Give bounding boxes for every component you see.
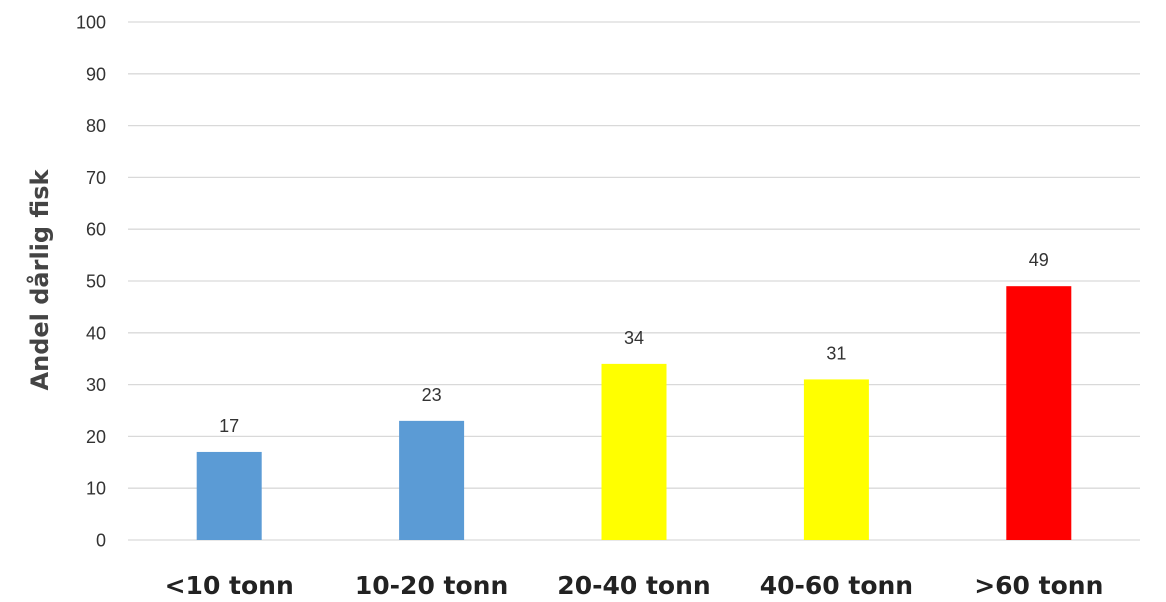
data-label: 17 <box>219 416 239 436</box>
y-tick-label: 40 <box>86 323 106 343</box>
x-category-label: 10-20 tonn <box>355 571 508 600</box>
x-category-label: 20-40 tonn <box>557 571 710 600</box>
data-labels: 17 23 34 31 49 <box>219 250 1049 436</box>
data-label: 23 <box>422 385 442 405</box>
y-tick-label: 20 <box>86 427 106 447</box>
y-axis-ticks: 0 10 20 30 40 50 60 70 80 90 100 <box>76 13 106 551</box>
y-tick-label: 80 <box>86 116 106 136</box>
y-axis-title: Andel dårlig fisk <box>25 168 54 390</box>
bar <box>399 420 465 540</box>
bars <box>196 286 1072 540</box>
y-tick-label: 30 <box>86 375 106 395</box>
data-label: 34 <box>624 328 644 348</box>
y-tick-label: 100 <box>76 13 106 33</box>
x-category-label: 40-60 tonn <box>760 571 913 600</box>
y-tick-label: 70 <box>86 168 106 188</box>
bar <box>803 379 869 540</box>
y-tick-label: 50 <box>86 272 106 292</box>
bar <box>601 363 667 540</box>
data-label: 49 <box>1029 250 1049 270</box>
x-category-label: >60 tonn <box>974 571 1103 600</box>
x-axis-categories: <10 tonn 10-20 tonn 20-40 tonn 40-60 tonn >6… <box>165 571 1104 600</box>
grid-lines <box>128 21 1140 541</box>
y-tick-label: 60 <box>86 220 106 240</box>
data-label: 31 <box>826 343 846 363</box>
bar <box>196 451 262 540</box>
y-tick-label: 90 <box>86 64 106 84</box>
y-tick-label: 10 <box>86 479 106 499</box>
x-category-label: <10 tonn <box>165 571 294 600</box>
bar <box>1006 286 1072 540</box>
y-tick-label: 0 <box>96 531 106 551</box>
